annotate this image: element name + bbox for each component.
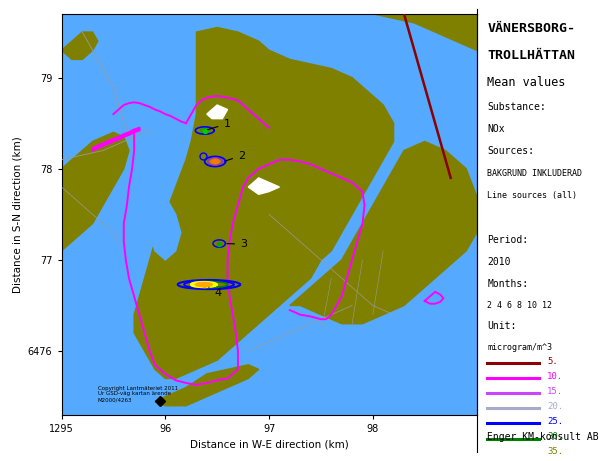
- Text: 25.: 25.: [547, 417, 563, 426]
- Polygon shape: [62, 32, 98, 59]
- Polygon shape: [290, 142, 477, 324]
- Y-axis label: Distance in S-N direction (km): Distance in S-N direction (km): [12, 136, 22, 293]
- Text: Unit:: Unit:: [488, 321, 517, 331]
- Text: 3: 3: [227, 239, 247, 249]
- Text: 15.: 15.: [547, 387, 563, 396]
- Text: VÄNERSBORG-: VÄNERSBORG-: [488, 23, 576, 35]
- Polygon shape: [155, 365, 259, 406]
- Text: Mean values: Mean values: [488, 76, 566, 89]
- Text: TROLLHÄTTAN: TROLLHÄTTAN: [488, 49, 576, 62]
- Text: 2010: 2010: [488, 257, 511, 267]
- Polygon shape: [62, 132, 129, 251]
- Polygon shape: [331, 169, 352, 187]
- Text: microgram/m^3: microgram/m^3: [488, 343, 552, 352]
- Text: 1: 1: [207, 119, 231, 130]
- Text: 4: 4: [209, 287, 221, 298]
- Polygon shape: [373, 233, 394, 251]
- Text: Sources:: Sources:: [488, 147, 534, 156]
- Text: Copyright Lantmäteriet 2011
Ur GSD-väg kartan ärende
M2000/4263: Copyright Lantmäteriet 2011 Ur GSD-väg k…: [98, 386, 178, 402]
- Text: 35.: 35.: [547, 447, 563, 456]
- Text: Line sources (all): Line sources (all): [488, 191, 577, 200]
- Text: Substance:: Substance:: [488, 102, 546, 112]
- Polygon shape: [134, 28, 394, 378]
- Text: NOx: NOx: [488, 124, 505, 134]
- Text: BAKGRUND INKLUDERAD: BAKGRUND INKLUDERAD: [488, 169, 582, 177]
- Text: 5.: 5.: [547, 356, 558, 366]
- Text: Months:: Months:: [488, 279, 528, 289]
- Polygon shape: [207, 105, 228, 118]
- Polygon shape: [149, 196, 181, 260]
- Text: Period:: Period:: [488, 235, 528, 245]
- Text: 2 4 6 8 10 12: 2 4 6 8 10 12: [488, 301, 552, 310]
- Text: 30.: 30.: [547, 432, 563, 441]
- Polygon shape: [248, 178, 279, 195]
- Text: Enger KM-konsult AB: Enger KM-konsult AB: [488, 432, 599, 442]
- X-axis label: Distance in W-E direction (km): Distance in W-E direction (km): [189, 439, 349, 449]
- Text: 10.: 10.: [547, 372, 563, 381]
- Polygon shape: [352, 14, 477, 50]
- Text: 2: 2: [226, 151, 245, 161]
- Text: 20.: 20.: [547, 402, 563, 411]
